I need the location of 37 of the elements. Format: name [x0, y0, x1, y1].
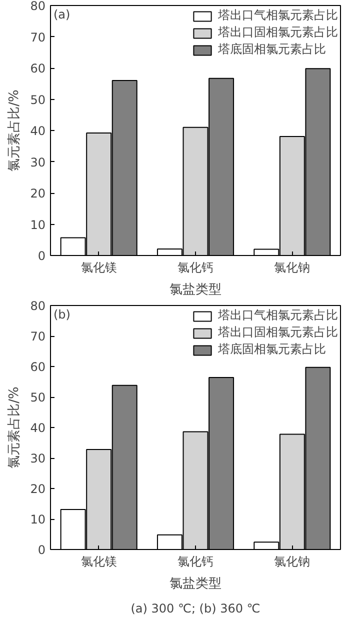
y-tick-label: 50 [30, 390, 46, 404]
y-tick-label: 80 [30, 299, 46, 313]
y-tick-label: 20 [30, 482, 46, 496]
annotation: (b) [54, 308, 70, 322]
x-tick-label: 氯化钙 [178, 554, 214, 568]
legend-label: 塔出口固相氯元素占比 [218, 24, 338, 41]
x-axis-title: 氯盐类型 [170, 576, 222, 592]
x-tick-label: 氯化钠 [274, 554, 310, 568]
y-axis-title: 氯元素占比/% [7, 386, 22, 468]
x-tick-label: 氯化镁 [80, 260, 117, 274]
y-tick-label: 60 [30, 360, 46, 374]
y-tick-label: 0 [38, 249, 46, 263]
legend-label: 塔底固相氯元素占比 [218, 41, 326, 58]
annotation: (a) [54, 8, 70, 22]
y-tick-label: 80 [30, 0, 46, 13]
y-tick-label: 20 [30, 186, 46, 200]
y-tick-label: 10 [30, 218, 46, 232]
legend-label: 塔出口气相氯元素占比 [218, 7, 338, 24]
y-tick-label: 40 [30, 124, 46, 138]
y-tick-label: 30 [30, 155, 46, 170]
y-tick-label: 10 [30, 512, 46, 526]
x-axis-title: 氯盐类型 [170, 282, 222, 298]
text: (a) 300 ℃; (b) 360 ℃ [130, 602, 260, 616]
legend-label: 塔出口气相氯元素占比 [218, 307, 338, 324]
x-tick-label: 氯化镁 [80, 554, 117, 568]
x-tick-label: 氯化钠 [274, 260, 310, 274]
x-tick-label: 氯化钙 [178, 260, 214, 274]
y-tick-label: 30 [30, 452, 46, 466]
y-tick-label: 60 [30, 62, 46, 76]
y-tick-label: 50 [30, 92, 46, 107]
y-tick-label: 0 [38, 543, 46, 557]
y-tick-label: 70 [30, 30, 46, 44]
legend-label: 塔底固相氯元素占比 [218, 341, 326, 358]
y-tick-label: 70 [30, 330, 46, 344]
legend-label: 塔出口固相氯元素占比 [218, 324, 338, 341]
y-tick-label: 40 [30, 421, 46, 435]
y-axis-title: 氯元素占比/% [7, 90, 22, 172]
